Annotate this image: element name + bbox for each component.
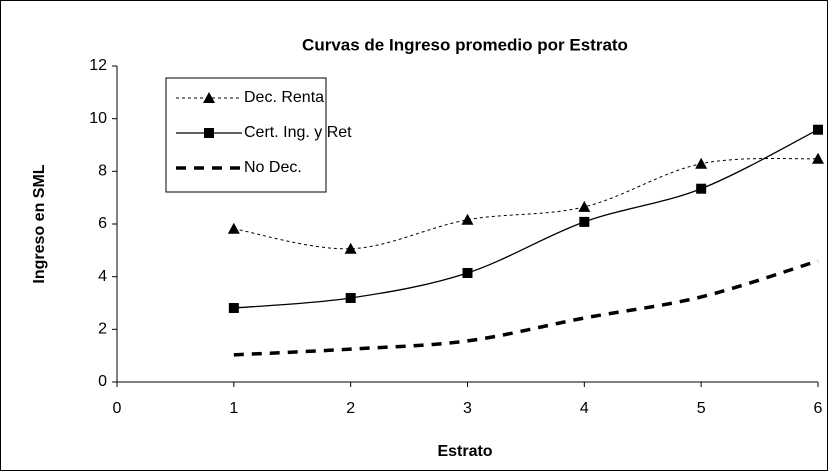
point: [462, 267, 473, 278]
x-tick-label: 4: [580, 400, 589, 417]
chart-title: Curvas de Ingreso promedio por Estrato: [302, 35, 628, 54]
point: [461, 213, 474, 225]
point: [578, 200, 591, 212]
legend-label: No Dec.: [244, 159, 302, 176]
x-tick-label: 5: [697, 400, 706, 417]
legend-box: [165, 77, 327, 193]
point: [696, 183, 707, 194]
legend-label: Dec. Renta: [244, 89, 324, 106]
point: [813, 124, 823, 135]
y-tick-label: 2: [98, 321, 107, 338]
legend-label: Cert. Ing. y Ret: [244, 124, 352, 141]
point: [204, 128, 214, 138]
y-tick-label: 12: [89, 57, 107, 74]
x-axis-label: Estrato: [437, 443, 492, 460]
x-tick-label: 0: [113, 400, 122, 417]
point: [344, 242, 357, 254]
y-axis-label: Ingreso en SML: [31, 164, 48, 283]
series-line: [233, 259, 819, 357]
y-tick-label: 6: [98, 215, 107, 232]
x-tick-label: 1: [229, 400, 238, 417]
point: [227, 222, 240, 234]
point: [812, 152, 824, 164]
point: [345, 292, 356, 303]
y-tick-label: 8: [98, 163, 107, 180]
y-tick-label: 4: [98, 268, 107, 285]
y-tick-label: 0: [98, 373, 107, 390]
point: [579, 216, 590, 227]
series-line: [233, 129, 819, 309]
x-tick-label: 3: [463, 400, 472, 417]
series-line: [233, 157, 819, 250]
point: [695, 157, 708, 169]
point: [228, 303, 239, 314]
point: [203, 92, 215, 103]
x-tick-label: 6: [814, 400, 823, 417]
y-tick-label: 10: [89, 110, 107, 127]
x-tick-label: 2: [346, 400, 355, 417]
